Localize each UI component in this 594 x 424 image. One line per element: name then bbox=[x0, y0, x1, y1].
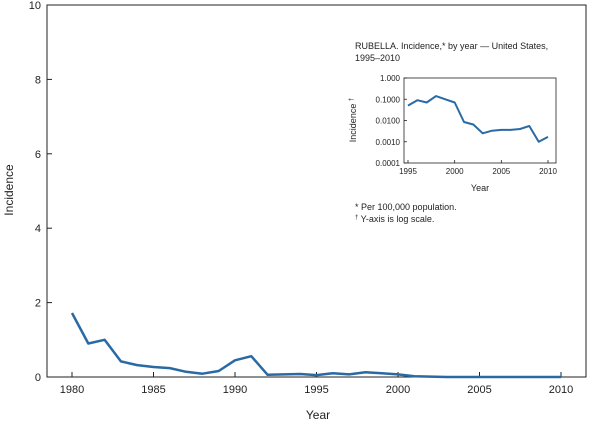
y-tick-label-2: 2 bbox=[35, 298, 41, 310]
main-y-axis-title: Incidence bbox=[2, 164, 16, 216]
inset-x-axis-title: Year bbox=[471, 183, 489, 193]
y-tick-label-8: 8 bbox=[35, 74, 41, 86]
x-tick-label-2000: 2000 bbox=[386, 384, 410, 396]
main-tick-labels: 1980 1985 1990 1995 2000 2005 2010 0 2 4 6 8 10 bbox=[29, 0, 573, 396]
inset-x-tick-label-2010: 2010 bbox=[539, 167, 557, 176]
x-tick-label-1990: 1990 bbox=[223, 384, 247, 396]
main-series-line bbox=[70, 312, 561, 379]
inset-ticks bbox=[404, 77, 549, 164]
main-x-axis-title: Year bbox=[306, 408, 330, 422]
inset-x-tick-label-2005: 2005 bbox=[492, 167, 510, 176]
footnote-mark-asterisk: * bbox=[355, 202, 359, 212]
x-tick-label-1985: 1985 bbox=[141, 384, 165, 396]
inset-plot-frame bbox=[403, 77, 557, 164]
inset-series-line bbox=[407, 95, 549, 143]
x-tick-label-2005: 2005 bbox=[467, 384, 491, 396]
inset-x-tick-label-1995: 1995 bbox=[399, 167, 417, 176]
footnote-per-population: * Per 100,000 population. bbox=[355, 202, 457, 212]
inset-y-tick-label-0: 1.000 bbox=[380, 74, 401, 83]
inset-tick-labels: 1995 2000 2005 2010 1.000 0.1000 0.0100 0.0010 0… bbox=[376, 74, 558, 176]
y-tick-label-6: 6 bbox=[35, 149, 41, 161]
inset-y-tick-label-4: 0.0001 bbox=[376, 159, 401, 168]
main-plot-frame bbox=[46, 4, 587, 378]
y-tick-label-0: 0 bbox=[35, 372, 41, 384]
x-tick-label-2010: 2010 bbox=[549, 384, 573, 396]
inset-y-tick-label-3: 0.0010 bbox=[376, 138, 401, 147]
footnote-text-population: Per 100,000 population. bbox=[359, 202, 457, 212]
inset-y-tick-label-1: 0.1000 bbox=[376, 95, 401, 104]
footnote-text-log-scale: Y-axis is log scale. bbox=[358, 214, 434, 224]
inset-y-axis-title-mark: † bbox=[349, 98, 355, 101]
x-tick-label-1980: 1980 bbox=[60, 384, 84, 396]
inset-y-axis-title-text: Incidence bbox=[348, 104, 358, 143]
inset-title-line-2: 1995–2010 bbox=[355, 53, 400, 63]
inset-x-tick-label-2000: 2000 bbox=[446, 167, 464, 176]
inset-y-tick-label-2: 0.0100 bbox=[376, 117, 401, 126]
inset-title-line-1: RUBELLA. Incidence,* by year — United St… bbox=[355, 41, 548, 51]
y-tick-label-4: 4 bbox=[35, 223, 41, 235]
footnote-mark-dagger: † bbox=[355, 215, 358, 221]
footnote-log-scale: † Y-axis is log scale. bbox=[355, 214, 434, 224]
inset-chart: RUBELLA. Incidence,* by year — United St… bbox=[348, 41, 557, 224]
x-tick-label-1995: 1995 bbox=[304, 384, 328, 396]
inset-y-axis-title: Incidence † bbox=[348, 98, 358, 142]
y-tick-label-10: 10 bbox=[29, 0, 41, 12]
